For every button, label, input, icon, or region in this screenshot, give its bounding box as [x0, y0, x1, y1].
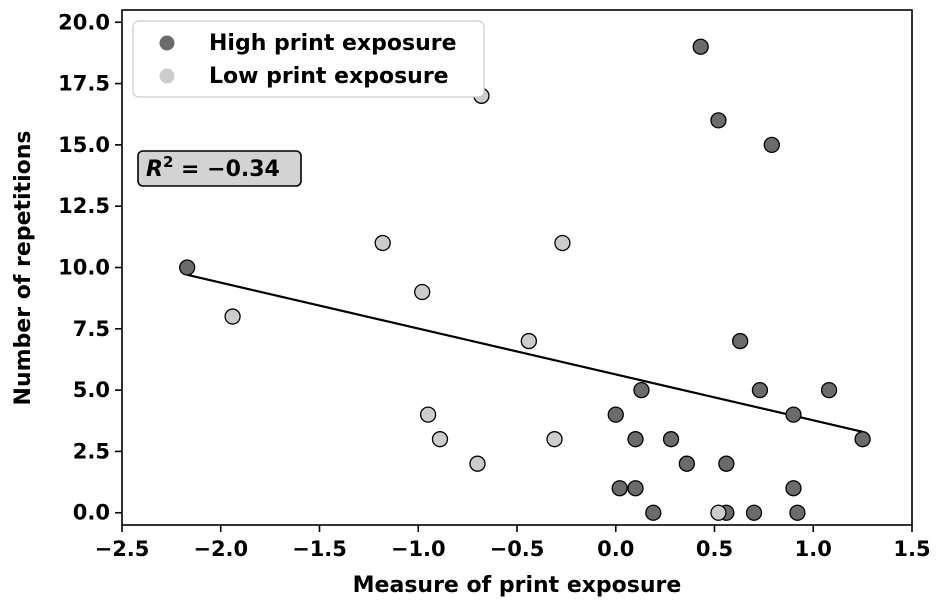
r-squared-value: = −0.34: [173, 157, 279, 182]
data-point-high: [611, 480, 628, 497]
data-point-high: [692, 38, 709, 55]
data-point-high: [785, 406, 802, 423]
y-tick-label: 12.5: [58, 194, 110, 218]
x-tick-label: 1.5: [893, 537, 930, 561]
legend-marker-low: [159, 68, 175, 84]
y-tick-label: 17.5: [58, 72, 110, 96]
data-point-high: [627, 431, 644, 448]
data-point-low: [419, 406, 437, 423]
data-point-high: [751, 381, 769, 399]
x-tick-label: −2.0: [193, 537, 248, 561]
data-point-low: [710, 504, 727, 521]
x-tick-label: −2.5: [95, 537, 150, 561]
x-tick-label: −1.5: [292, 537, 347, 561]
data-point-high: [678, 455, 695, 472]
data-points-layer: [179, 38, 871, 521]
y-tick-label: 20.0: [58, 10, 110, 34]
y-tick-label: 5.0: [73, 378, 110, 402]
data-point-high: [763, 136, 780, 154]
data-point-high: [718, 455, 735, 472]
y-tick-label: 7.5: [73, 317, 110, 341]
fit-line-layer: [186, 273, 863, 433]
data-point-low: [520, 332, 537, 350]
r-squared-annotation: R2 = −0.34: [137, 150, 302, 187]
x-tick-label: 0.5: [696, 537, 733, 561]
data-point-low: [554, 234, 571, 252]
x-tick-label: −0.5: [490, 537, 545, 561]
legend-marker-high: [159, 35, 175, 51]
data-point-high: [179, 259, 196, 276]
y-axis-label: Number of repetitions: [11, 131, 36, 406]
r-squared-text: R2 = −0.34: [146, 153, 280, 182]
data-point-high: [785, 480, 802, 497]
data-point-high: [789, 504, 806, 521]
data-point-high: [820, 381, 838, 399]
data-point-low: [469, 455, 486, 472]
r-squared-box: [137, 150, 302, 187]
data-point-high: [732, 332, 749, 350]
data-point-low: [224, 308, 241, 325]
y-tick-label: 15.0: [58, 133, 110, 157]
data-point-high: [633, 381, 650, 399]
data-point-low: [414, 283, 431, 301]
regression-line: [186, 273, 863, 433]
axis-ticks-layer: −2.5 −2.0 −1.5 −1.0 −0.5 0.0 0.5 1.0 1.5 0.0 2.5 5.…: [58, 10, 930, 561]
r-squared-superscript: 2: [163, 153, 173, 171]
data-point-low: [431, 431, 449, 448]
data-point-high: [854, 431, 871, 448]
x-tick-label: −1.0: [391, 537, 446, 561]
x-tick-label: 0.0: [597, 537, 634, 561]
legend-label-high: High print exposure: [209, 31, 457, 56]
data-point-low: [546, 431, 563, 448]
y-tick-label: 0.0: [73, 501, 110, 525]
data-point-low: [374, 234, 391, 252]
data-point-high: [745, 504, 763, 521]
data-point-high: [627, 480, 644, 497]
data-point-high: [710, 112, 727, 129]
y-tick-label: 2.5: [73, 439, 110, 463]
legend-box: [132, 20, 485, 98]
legend-label-low: Low print exposure: [209, 64, 449, 89]
data-point-high: [607, 406, 624, 423]
legend: High print exposure Low print exposure: [132, 20, 485, 98]
x-axis-label: Measure of print exposure: [353, 573, 682, 598]
data-point-high: [662, 431, 680, 448]
y-tick-label: 10.0: [58, 256, 110, 280]
x-tick-label: 1.0: [795, 537, 832, 561]
data-point-high: [645, 504, 662, 521]
r-squared-symbol: R: [146, 157, 163, 182]
